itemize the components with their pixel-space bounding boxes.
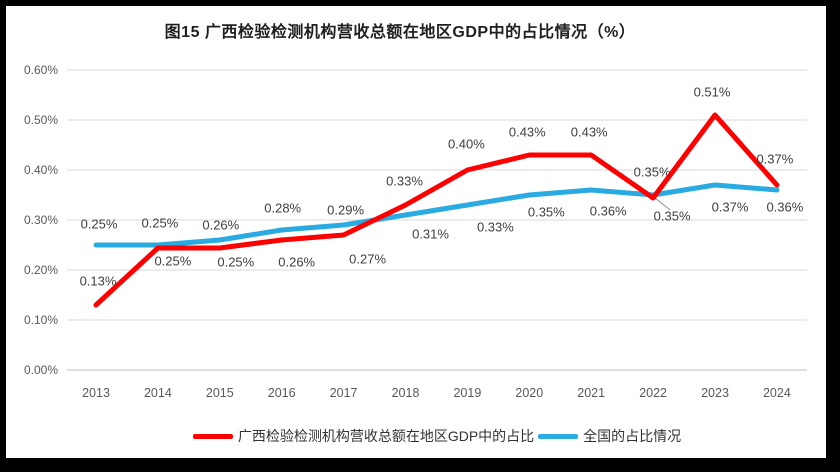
data-label-guangxi-2016: 0.26% [278, 254, 316, 270]
chart-title: 图15 广西检验检测机构营收总额在地区GDP中的占比情况（%） [164, 24, 636, 41]
data-label-national-2014: 0.25% [141, 215, 179, 231]
data-label-national-2017: 0.29% [327, 202, 365, 218]
series-lines [93, 112, 780, 308]
data-label-guangxi-2022: 0.35% [633, 164, 671, 180]
x-tick-label: 2022 [639, 386, 667, 400]
leader-line [654, 197, 671, 211]
gridlines [67, 69, 807, 371]
data-label-guangxi-2019: 0.40% [447, 136, 485, 152]
data-label-national-2018: 0.31% [412, 226, 449, 242]
x-tick-label: 2014 [143, 386, 172, 400]
data-label-guangxi-2018: 0.33% [386, 173, 423, 189]
data-label-national-2022: 0.35% [653, 208, 691, 224]
data-label-national-2015: 0.26% [202, 217, 240, 233]
legend-label-national: 全国的占比情况 [583, 428, 682, 444]
y-tick-label: 0.50% [23, 113, 58, 127]
legend-item-guangxi: 广西检验检测机构营收总额在地区GDP中的占比 [192, 426, 535, 446]
legend: 广西检验检测机构营收总额在地区GDP中的占比 全国的占比情况 [67, 426, 807, 446]
data-label-guangxi-2021: 0.43% [570, 124, 608, 140]
legend-label-guangxi: 广西检验检测机构营收总额在地区GDP中的占比 [237, 428, 535, 444]
y-tick-label: 0.30% [23, 213, 58, 227]
data-label-guangxi-2017: 0.27% [349, 251, 387, 267]
x-tick-label: 2024 [762, 386, 791, 400]
data-label-national-2023: 0.37% [711, 199, 749, 215]
x-tick-label: 2023 [701, 386, 729, 400]
y-tick-label: 0.60% [23, 63, 58, 77]
y-tick-label: 0.10% [23, 313, 58, 327]
data-label-guangxi-2013: 0.13% [79, 273, 117, 289]
y-tick-label: 0.20% [23, 263, 58, 277]
data-label-national-2019: 0.33% [476, 219, 514, 235]
legend-item-national: 全国的占比情况 [538, 426, 681, 446]
x-tick-label: 2013 [82, 386, 110, 400]
guangxi-line [93, 112, 780, 308]
data-label-national-2020: 0.35% [527, 204, 565, 220]
data-label-guangxi-2020: 0.43% [508, 124, 546, 140]
data-label-national-2016: 0.28% [264, 200, 302, 216]
x-tick-label: 2018 [391, 386, 420, 400]
label-leader-line [654, 197, 671, 211]
x-tick-label: 2019 [453, 386, 482, 400]
x-tick-label: 2021 [577, 386, 606, 400]
data-label-guangxi-2015: 0.25% [217, 254, 255, 270]
data-label-guangxi-2023: 0.51% [693, 84, 731, 100]
x-tick-label: 2016 [267, 386, 296, 400]
data-label-national-2013: 0.25% [80, 216, 118, 232]
x-tick-label: 2015 [205, 386, 234, 400]
x-tick-label: 2017 [329, 386, 358, 400]
national-line [93, 182, 780, 248]
y-tick-label: 0.00% [23, 363, 58, 377]
data-label-guangxi-2024: 0.37% [756, 151, 794, 167]
y-tick-label: 0.40% [23, 163, 58, 177]
data-label-guangxi-2014: 0.25% [154, 253, 192, 269]
x-tick-label: 2020 [515, 386, 544, 400]
guangxi-line-swatch [192, 433, 233, 439]
data-label-national-2024: 0.36% [766, 199, 804, 215]
national-line-swatch [538, 433, 579, 439]
data-label-national-2021: 0.36% [589, 203, 627, 219]
